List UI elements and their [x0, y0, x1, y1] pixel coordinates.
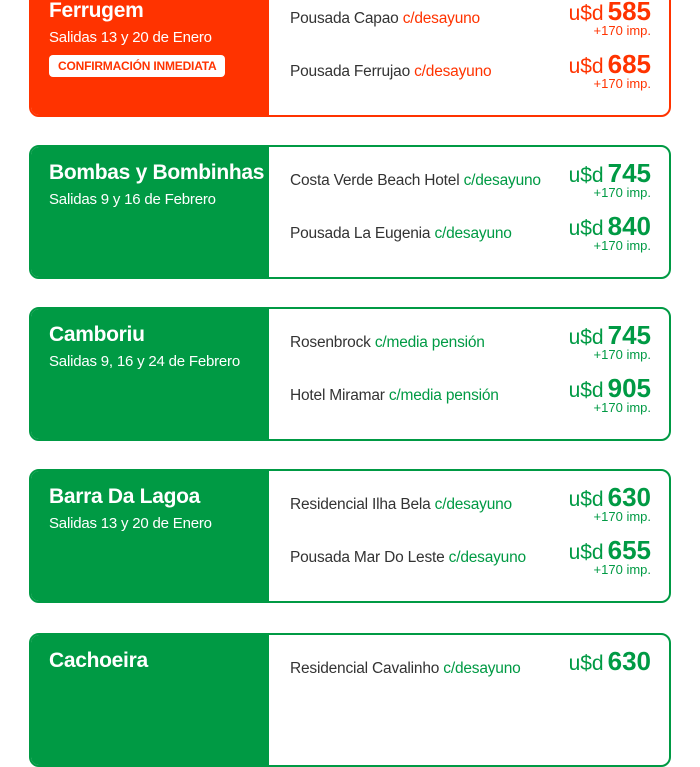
destination-title: Cachoeira — [49, 649, 148, 672]
hotel-name-line: Residencial Cavalinho c/desayuno — [290, 660, 521, 678]
hotel-row: Pousada Ferrujao c/desayuno u$d 685 +170 … — [290, 49, 651, 95]
price: u$d 685 +170 imp. — [569, 49, 651, 91]
hotel-list: Residencial Cavalinho c/desayuno u$d 630 — [269, 635, 669, 765]
destination-title: Bombas y Bombinhas — [49, 161, 265, 184]
destination-card: Camboriu Salidas 9, 16 y 24 de Febrero Ro… — [29, 307, 671, 441]
destination-card: Bombas y Bombinhas Salidas 9 y 16 de Febr… — [29, 145, 671, 279]
hotel-name-line: Rosenbrock c/media pensión — [290, 334, 485, 352]
destination-panel: Bombas y Bombinhas Salidas 9 y 16 de Febr… — [31, 147, 269, 277]
destination-card: Ferrugem Salidas 13 y 20 de Enero CONFIRMA… — [29, 0, 671, 117]
instant-confirmation-badge: CONFIRMACIÓN INMEDIATA — [49, 55, 226, 77]
price: u$d 840 +170 imp. — [569, 211, 651, 253]
meal-plan: c/desayuno — [414, 63, 492, 80]
taxes: +170 imp. — [593, 347, 651, 362]
destination-card: Cachoeira Residencial Cavalinho c/desayu… — [29, 633, 671, 767]
meal-plan: c/desayuno — [434, 225, 512, 242]
hotel-list: Costa Verde Beach Hotel c/desayuno u$d 74… — [269, 147, 669, 277]
taxes: +170 imp. — [593, 23, 651, 38]
meal-plan: c/desayuno — [443, 660, 521, 677]
currency: u$d — [568, 2, 604, 25]
currency: u$d — [568, 164, 604, 187]
meal-plan: c/desayuno — [402, 10, 480, 27]
price: u$d 630 — [569, 646, 651, 677]
currency: u$d — [568, 326, 604, 349]
hotel-list: Rosenbrock c/media pensión u$d 745 +170 i… — [269, 309, 669, 439]
hotel-name-line: Pousada Mar Do Leste c/desayuno — [290, 549, 526, 567]
meal-plan: c/desayuno — [434, 496, 512, 513]
hotel-row: Pousada Capao c/desayuno u$d 585 +170 imp… — [290, 0, 651, 42]
hotel-name: Hotel Miramar — [290, 387, 385, 404]
price-value: 745 — [607, 158, 651, 188]
hotel-name: Pousada Ferrujao — [290, 63, 411, 80]
destination-title: Camboriu — [49, 323, 145, 346]
destination-card: Barra Da Lagoa Salidas 13 y 20 de Enero R… — [29, 469, 671, 603]
destination-panel: Barra Da Lagoa Salidas 13 y 20 de Enero — [31, 471, 269, 601]
hotel-name: Pousada Capao — [290, 10, 399, 27]
hotel-name-line: Pousada Ferrujao c/desayuno — [290, 63, 492, 81]
destination-panel: Camboriu Salidas 9, 16 y 24 de Febrero — [31, 309, 269, 439]
price-value: 745 — [607, 320, 651, 350]
currency: u$d — [568, 541, 604, 564]
destination-panel: Cachoeira — [31, 635, 269, 765]
hotel-name-line: Costa Verde Beach Hotel c/desayuno — [290, 172, 541, 190]
currency: u$d — [568, 55, 604, 78]
currency: u$d — [568, 217, 604, 240]
meal-plan: c/media pensión — [388, 387, 499, 404]
hotel-row: Rosenbrock c/media pensión u$d 745 +170 i… — [290, 320, 651, 366]
hotel-name: Residencial Ilha Bela — [290, 496, 431, 513]
hotel-name-line: Pousada Capao c/desayuno — [290, 10, 480, 28]
hotel-name: Residencial Cavalinho — [290, 660, 440, 677]
hotel-name: Pousada La Eugenia — [290, 225, 431, 242]
hotel-row: Pousada La Eugenia c/desayuno u$d 840 +17… — [290, 211, 651, 257]
taxes: +170 imp. — [593, 76, 651, 91]
departure-dates: Salidas 13 y 20 de Enero — [49, 515, 212, 532]
hotel-list: Residencial Ilha Bela c/desayuno u$d 630 … — [269, 471, 669, 601]
meal-plan: c/desayuno — [463, 172, 541, 189]
taxes: +170 imp. — [593, 509, 651, 524]
price: u$d 655 +170 imp. — [569, 535, 651, 577]
price: u$d 745 +170 imp. — [569, 158, 651, 200]
destination-panel: Ferrugem Salidas 13 y 20 de Enero CONFIRMA… — [31, 0, 269, 115]
price-value: 585 — [607, 0, 651, 26]
price-value: 655 — [607, 535, 651, 565]
hotel-name: Costa Verde Beach Hotel — [290, 172, 460, 189]
taxes: +170 imp. — [593, 185, 651, 200]
hotel-list: Pousada Capao c/desayuno u$d 585 +170 imp… — [269, 0, 669, 115]
price: u$d 585 +170 imp. — [569, 0, 651, 38]
price-value: 840 — [607, 211, 651, 241]
destination-title: Ferrugem — [49, 0, 144, 22]
taxes: +170 imp. — [593, 400, 651, 415]
departure-dates: Salidas 9 y 16 de Febrero — [49, 191, 216, 208]
hotel-row: Pousada Mar Do Leste c/desayuno u$d 655 +… — [290, 535, 651, 581]
meal-plan: c/desayuno — [448, 549, 526, 566]
currency: u$d — [568, 652, 604, 675]
price: u$d 630 +170 imp. — [569, 482, 651, 524]
price-value: 630 — [607, 646, 651, 676]
currency: u$d — [568, 379, 604, 402]
price-value: 630 — [607, 482, 651, 512]
price: u$d 745 +170 imp. — [569, 320, 651, 362]
hotel-row: Costa Verde Beach Hotel c/desayuno u$d 74… — [290, 158, 651, 204]
hotel-name-line: Residencial Ilha Bela c/desayuno — [290, 496, 512, 514]
currency: u$d — [568, 488, 604, 511]
hotel-name: Pousada Mar Do Leste — [290, 549, 445, 566]
price-value: 685 — [607, 49, 651, 79]
hotel-name-line: Pousada La Eugenia c/desayuno — [290, 225, 512, 243]
hotel-row: Residencial Ilha Bela c/desayuno u$d 630 … — [290, 482, 651, 528]
hotel-row: Residencial Cavalinho c/desayuno u$d 630 — [290, 646, 651, 692]
hotel-name-line: Hotel Miramar c/media pensión — [290, 387, 499, 405]
price-value: 905 — [607, 373, 651, 403]
hotel-name: Rosenbrock — [290, 334, 371, 351]
taxes: +170 imp. — [593, 238, 651, 253]
destination-title: Barra Da Lagoa — [49, 485, 201, 508]
meal-plan: c/media pensión — [374, 334, 485, 351]
departure-dates: Salidas 13 y 20 de Enero — [49, 29, 212, 46]
hotel-row: Hotel Miramar c/media pensión u$d 905 +17… — [290, 373, 651, 419]
taxes: +170 imp. — [593, 562, 651, 577]
departure-dates: Salidas 9, 16 y 24 de Febrero — [49, 353, 240, 370]
price: u$d 905 +170 imp. — [569, 373, 651, 415]
